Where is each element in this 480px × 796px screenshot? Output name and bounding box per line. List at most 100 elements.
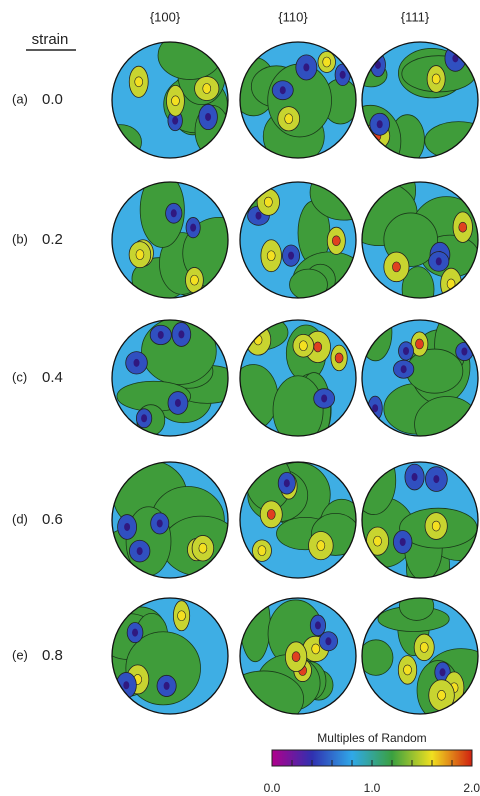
pole-outline <box>239 319 357 437</box>
contour-peak <box>198 542 208 554</box>
contour-peak <box>373 535 382 547</box>
colorbar-tick-label: 0.0 <box>264 781 281 795</box>
contour-green <box>362 462 397 515</box>
row-strain: 0.8 <box>42 647 63 664</box>
contour-min <box>163 681 170 690</box>
contour-min <box>123 681 130 690</box>
contour-green <box>289 268 328 298</box>
contour-green <box>139 182 185 248</box>
contour-peak <box>264 196 273 208</box>
contour-min <box>205 112 212 121</box>
row-label: (d) <box>12 511 28 526</box>
contour-min <box>372 404 379 413</box>
contour-green <box>240 598 271 663</box>
pole-figure <box>362 598 478 714</box>
contour-min <box>156 519 163 528</box>
pole-outline <box>361 319 479 437</box>
pole-outline <box>111 461 229 579</box>
contour-min <box>178 330 185 339</box>
contour-min <box>399 537 406 546</box>
pole-figure <box>240 462 356 578</box>
contour-peak <box>392 261 401 273</box>
pole-figure <box>362 182 478 298</box>
pole-figure <box>362 42 478 158</box>
pole-outline <box>111 41 229 159</box>
contour-min <box>190 223 197 232</box>
contour-peak <box>177 610 186 622</box>
contour-min <box>433 475 440 484</box>
contour-min <box>170 209 177 218</box>
contour-min <box>288 251 295 260</box>
contour-min <box>435 257 442 266</box>
pole-figure <box>240 598 356 714</box>
pole-outline <box>361 41 479 159</box>
contour-min <box>303 63 310 72</box>
row-strain: 0.6 <box>42 511 63 528</box>
contour-min <box>255 211 262 220</box>
contour-min <box>172 116 179 125</box>
contour-peak <box>334 352 344 364</box>
pole-outline <box>239 461 357 579</box>
contour-green <box>362 320 393 362</box>
column-header: {100} <box>150 9 181 24</box>
contour-green <box>401 266 435 298</box>
contour-min <box>321 394 328 403</box>
contour-peak <box>284 113 294 125</box>
contour-green <box>272 375 324 436</box>
contour-peak <box>431 73 441 85</box>
contour-green <box>309 182 356 221</box>
contour-min <box>400 365 407 374</box>
contour-min <box>461 347 468 356</box>
contour-peak <box>403 664 412 676</box>
pole-outline <box>239 597 357 715</box>
contour-green <box>240 670 305 714</box>
contour-min <box>439 668 446 677</box>
contour-green <box>399 598 435 621</box>
pole-figure <box>112 320 228 436</box>
pole-figure <box>112 598 228 714</box>
contour-peak <box>313 341 323 353</box>
contour-peak <box>437 689 446 701</box>
contour-min <box>132 628 139 637</box>
contour-min <box>411 473 418 482</box>
pole-figure <box>362 320 478 436</box>
contour-peak <box>316 540 326 551</box>
row-label: (c) <box>12 369 27 384</box>
contour-green <box>406 348 464 394</box>
contour-peak <box>331 235 341 247</box>
pole-outline <box>111 319 229 437</box>
contour-min <box>403 347 410 356</box>
pole-figure <box>112 42 228 158</box>
contour-peak <box>299 340 308 352</box>
pole-outline <box>239 181 357 299</box>
row-header: strain <box>32 31 69 48</box>
colorbar-tick-label: 2.0 <box>463 781 480 795</box>
contour-min <box>376 120 383 129</box>
contour-min <box>339 70 346 79</box>
contour-green <box>157 42 222 80</box>
contour-peak <box>266 250 276 262</box>
contour-min <box>279 86 286 95</box>
contour-peak <box>311 643 321 655</box>
column-header: {110} <box>278 9 308 24</box>
row-label: (e) <box>12 647 28 662</box>
contour-peak <box>257 545 267 556</box>
contour-min <box>157 330 164 339</box>
pole-outline <box>361 597 479 715</box>
pole-outline <box>361 181 479 299</box>
contour-peak <box>135 249 145 260</box>
contour-peak <box>266 509 276 520</box>
contour-min <box>314 621 321 630</box>
contour-peak <box>431 520 441 532</box>
contour-min <box>374 60 381 69</box>
contour-peak <box>190 274 199 286</box>
pole-figure <box>240 182 356 298</box>
contour-min <box>283 479 290 488</box>
contour-min <box>141 414 148 423</box>
pole-figure <box>362 462 478 578</box>
pole-outline <box>111 597 229 715</box>
contour-peak <box>134 76 144 88</box>
contour-peak <box>415 338 424 350</box>
pole-figure <box>112 462 228 578</box>
